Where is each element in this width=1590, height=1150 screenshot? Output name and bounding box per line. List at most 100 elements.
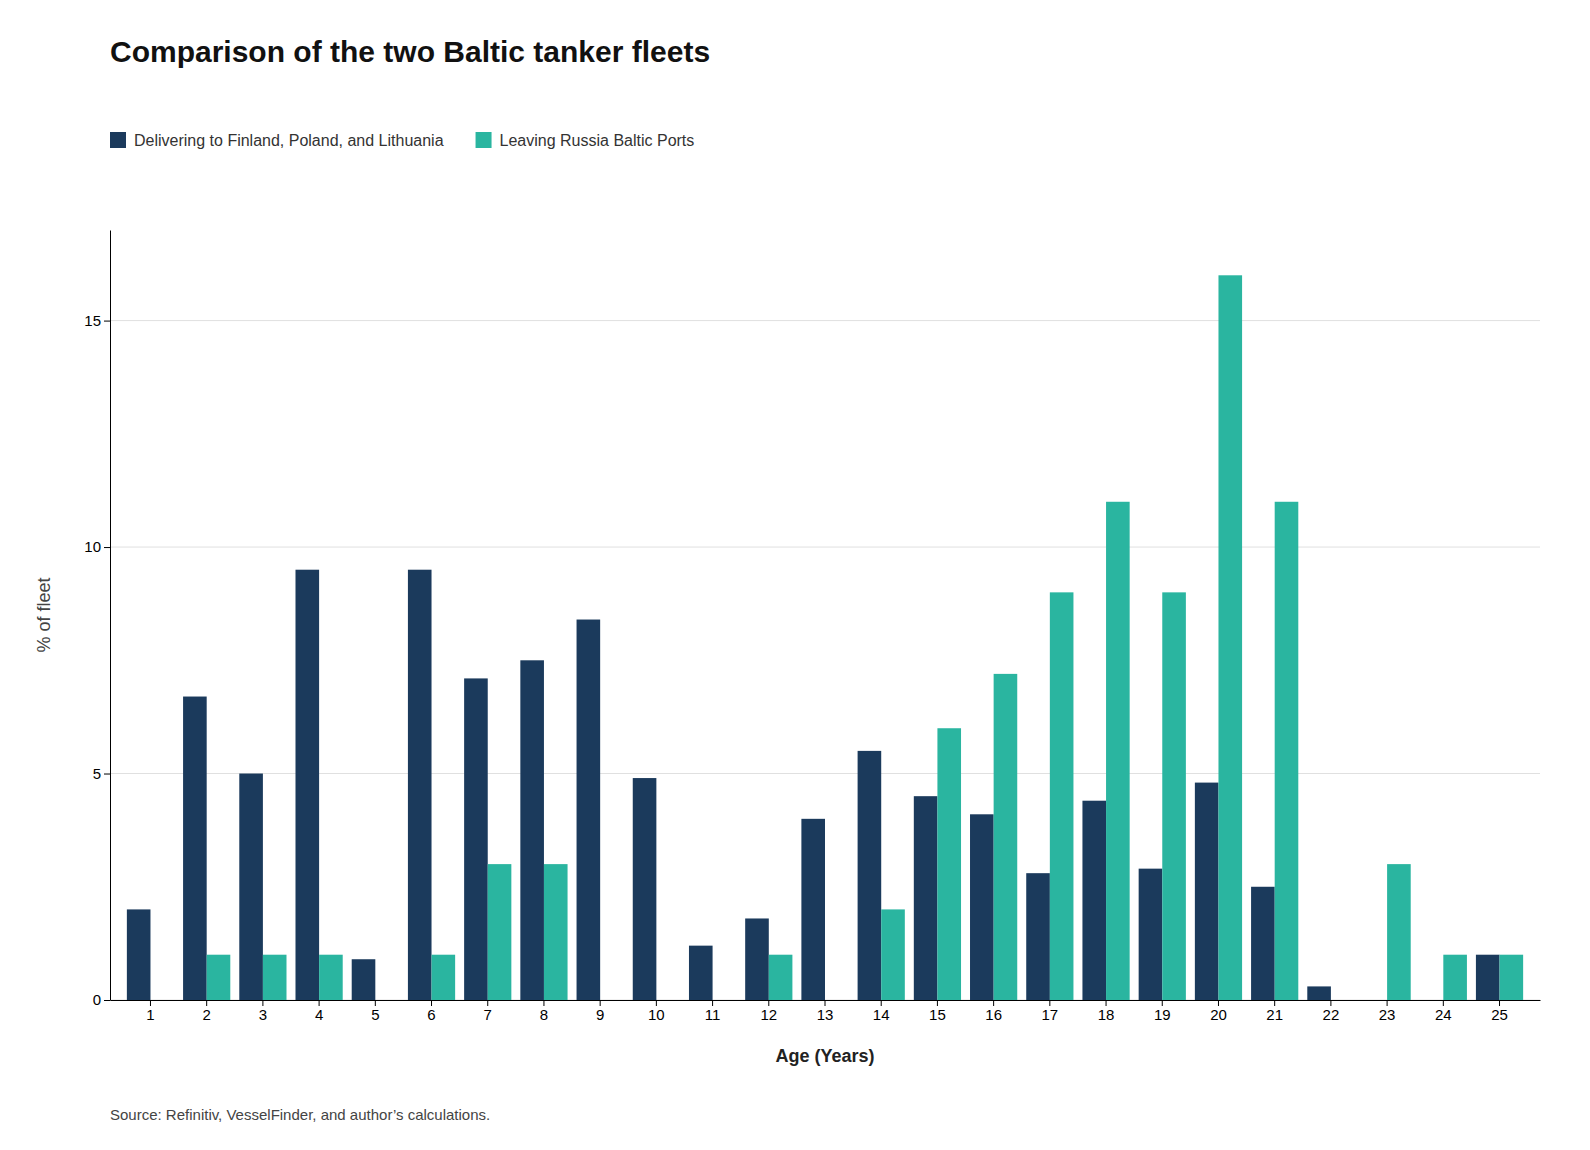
x-tick-label: 14 <box>873 1006 890 1023</box>
bar <box>1331 1000 1355 1001</box>
x-tick-label: 24 <box>1435 1006 1452 1023</box>
x-tick: 17 <box>1041 1000 1058 1023</box>
x-tick-label: 20 <box>1210 1006 1227 1023</box>
bar <box>295 570 319 1000</box>
bar <box>825 1000 849 1001</box>
chart-svg: Comparison of the two Baltic tanker flee… <box>0 0 1590 1150</box>
x-tick: 16 <box>985 1000 1002 1023</box>
x-tick: 4 <box>315 1000 323 1023</box>
plot: 0510151234567891011121314151617181920212… <box>84 231 1540 1023</box>
x-tick-label: 17 <box>1041 1006 1058 1023</box>
y-tick-label: 0 <box>93 991 101 1008</box>
x-tick: 5 <box>371 1000 379 1023</box>
bar <box>881 909 905 1000</box>
x-tick: 23 <box>1379 1000 1396 1023</box>
y-tick-label: 10 <box>84 538 101 555</box>
bar <box>544 864 568 1000</box>
x-tick: 10 <box>648 1000 665 1023</box>
x-tick: 8 <box>540 1000 548 1023</box>
bar <box>656 1000 680 1001</box>
legend-item: Delivering to Finland, Poland, and Lithu… <box>110 132 444 149</box>
y-axis: 0 5 10 15 <box>84 231 110 1009</box>
bar <box>1387 864 1411 1000</box>
y-axis-line <box>110 231 111 1001</box>
grid-line <box>110 547 1540 548</box>
bar <box>577 620 601 1000</box>
x-tick: 13 <box>817 1000 834 1023</box>
grid <box>110 321 1540 1000</box>
x-tick: 2 <box>203 1000 211 1023</box>
bar <box>319 955 343 1000</box>
legend-label: Delivering to Finland, Poland, and Lithu… <box>134 132 444 149</box>
bar <box>1500 955 1524 1000</box>
bar <box>1275 502 1299 1000</box>
x-tick: 22 <box>1323 1000 1340 1023</box>
x-tick-label: 16 <box>985 1006 1002 1023</box>
bar <box>1307 986 1331 1000</box>
bar <box>689 946 713 1000</box>
x-axis: 1234567891011121314151617181920212223242… <box>111 1000 1541 1023</box>
x-tick: 18 <box>1098 1000 1115 1023</box>
legend-item: Leaving Russia Baltic Ports <box>476 132 695 149</box>
bar <box>127 909 151 1000</box>
bar <box>1082 801 1106 1000</box>
x-tick-label: 21 <box>1266 1006 1283 1023</box>
x-tick-label: 2 <box>203 1006 211 1023</box>
y-tick-mark <box>104 1000 110 1001</box>
bar <box>1139 869 1163 1000</box>
bar <box>713 1000 737 1001</box>
x-tick-label: 23 <box>1379 1006 1396 1023</box>
x-tick-label: 7 <box>484 1006 492 1023</box>
bar <box>1363 1000 1387 1001</box>
bar <box>633 778 657 1000</box>
x-tick: 12 <box>760 1000 777 1023</box>
bar <box>464 678 488 1000</box>
x-tick: 1 <box>146 1000 154 1023</box>
bar-series <box>207 275 1523 1000</box>
y-tick: 15 <box>84 312 110 329</box>
bar <box>1026 873 1050 1000</box>
x-tick: 11 <box>705 1000 721 1023</box>
x-tick: 14 <box>873 1000 890 1023</box>
bar <box>1420 1000 1444 1001</box>
x-tick: 15 <box>929 1000 946 1023</box>
x-tick-label: 15 <box>929 1006 946 1023</box>
y-tick-label: 5 <box>93 765 101 782</box>
bar <box>1195 783 1219 1000</box>
bar <box>769 955 793 1000</box>
bar <box>263 955 287 1000</box>
bar <box>937 728 961 1000</box>
bar <box>994 674 1018 1000</box>
legend-swatch <box>110 132 126 148</box>
bar <box>488 864 512 1000</box>
x-tick-label: 13 <box>817 1006 834 1023</box>
x-tick: 20 <box>1210 1000 1227 1023</box>
bar <box>1106 502 1130 1000</box>
x-tick-label: 6 <box>427 1006 435 1023</box>
x-tick-label: 22 <box>1323 1006 1340 1023</box>
bar <box>432 955 456 1000</box>
y-tick-label: 15 <box>84 312 101 329</box>
grid-line <box>110 320 1540 321</box>
bar <box>408 570 432 1000</box>
bar <box>1218 275 1242 1000</box>
x-tick-label: 19 <box>1154 1006 1171 1023</box>
x-tick: 7 <box>484 1000 492 1023</box>
grid-line <box>110 773 1540 774</box>
bar <box>1050 592 1074 1000</box>
y-tick-mark <box>104 321 110 322</box>
bar <box>183 697 207 1000</box>
x-tick-label: 9 <box>596 1006 604 1023</box>
x-tick: 3 <box>259 1000 267 1023</box>
title: Comparison of the two Baltic tanker flee… <box>110 35 710 68</box>
bar <box>352 959 376 1000</box>
x-tick-label: 12 <box>760 1006 777 1023</box>
x-tick-label: 18 <box>1098 1006 1115 1023</box>
legend: Delivering to Finland, Poland, and Lithu… <box>110 132 694 149</box>
x-tick-label: 4 <box>315 1006 323 1023</box>
y-tick: 10 <box>84 538 110 555</box>
source: Source: Refinitiv, VesselFinder, and aut… <box>110 1106 490 1123</box>
bar <box>600 1000 624 1001</box>
x-tick: 21 <box>1266 1000 1283 1023</box>
bar <box>858 751 882 1000</box>
